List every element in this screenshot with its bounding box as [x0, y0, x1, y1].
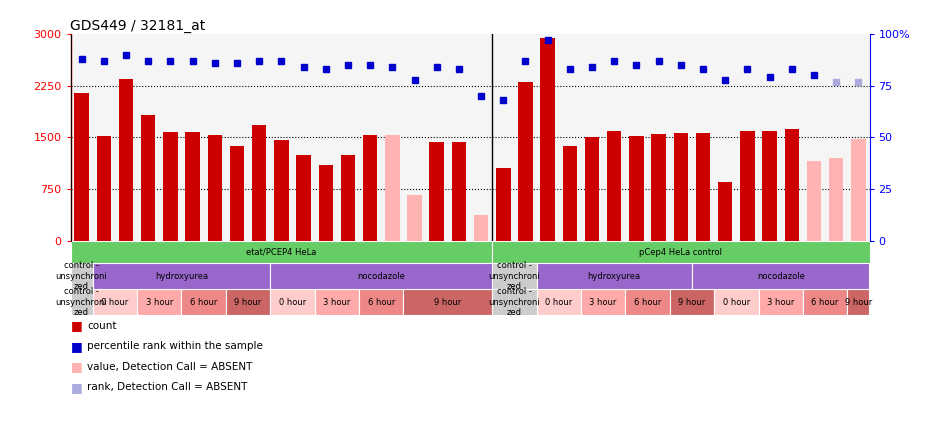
Text: 9 hour: 9 hour: [845, 298, 872, 307]
Text: 9 hour: 9 hour: [234, 298, 261, 307]
Bar: [340, 155, 355, 241]
Bar: [847, 289, 870, 315]
Text: 9 hour: 9 hour: [679, 298, 706, 307]
Bar: [474, 215, 488, 241]
Bar: [271, 289, 315, 315]
Bar: [252, 125, 266, 241]
Bar: [363, 135, 377, 241]
Bar: [581, 289, 625, 315]
Bar: [181, 289, 226, 315]
Bar: [493, 289, 537, 315]
Bar: [97, 136, 111, 241]
Bar: [226, 289, 271, 315]
Bar: [141, 115, 155, 241]
Bar: [452, 141, 466, 241]
Text: 6 hour: 6 hour: [634, 298, 661, 307]
Text: 0 hour: 0 hour: [102, 298, 129, 307]
Text: hydroxyurea: hydroxyurea: [155, 272, 208, 281]
Text: count: count: [87, 321, 117, 331]
Text: control -
unsynchroni
zed: control - unsynchroni zed: [55, 288, 107, 317]
Bar: [540, 37, 555, 241]
Text: control -
unsynchroni
zed: control - unsynchroni zed: [489, 288, 540, 317]
Bar: [74, 92, 88, 241]
Text: ■: ■: [70, 320, 83, 332]
Text: control -
unsynchroni
zed: control - unsynchroni zed: [55, 262, 107, 291]
Bar: [70, 289, 93, 315]
Bar: [537, 263, 692, 289]
Bar: [669, 289, 714, 315]
Bar: [70, 263, 93, 289]
Bar: [674, 133, 688, 241]
Bar: [70, 241, 493, 263]
Bar: [807, 161, 822, 241]
Bar: [759, 289, 803, 315]
Text: nocodazole: nocodazole: [357, 272, 405, 281]
Text: value, Detection Call = ABSENT: value, Detection Call = ABSENT: [87, 362, 253, 372]
Text: hydroxyurea: hydroxyurea: [588, 272, 641, 281]
Bar: [274, 140, 289, 241]
Bar: [762, 130, 776, 241]
Text: 9 hour: 9 hour: [434, 298, 462, 307]
Text: etat/PCEP4 HeLa: etat/PCEP4 HeLa: [246, 248, 317, 256]
Text: 6 hour: 6 hour: [368, 298, 395, 307]
Bar: [185, 132, 200, 241]
Bar: [785, 129, 799, 241]
Bar: [607, 130, 621, 241]
Bar: [803, 289, 847, 315]
Bar: [93, 289, 137, 315]
Text: ■: ■: [70, 381, 83, 394]
Bar: [496, 168, 510, 241]
Bar: [407, 196, 422, 241]
Text: rank, Detection Call = ABSENT: rank, Detection Call = ABSENT: [87, 382, 248, 392]
Text: 0 hour: 0 hour: [545, 298, 572, 307]
Bar: [118, 79, 133, 241]
Bar: [696, 132, 711, 241]
Bar: [651, 134, 666, 241]
Bar: [403, 289, 493, 315]
Text: 0 hour: 0 hour: [279, 298, 306, 307]
Bar: [585, 138, 600, 241]
Bar: [692, 263, 870, 289]
Bar: [319, 165, 333, 241]
Text: 3 hour: 3 hour: [589, 298, 617, 307]
Bar: [315, 289, 359, 315]
Bar: [625, 289, 669, 315]
Text: ■: ■: [70, 360, 83, 373]
Text: 3 hour: 3 hour: [767, 298, 794, 307]
Bar: [229, 146, 244, 241]
Text: 6 hour: 6 hour: [190, 298, 217, 307]
Bar: [537, 289, 581, 315]
Text: percentile rank within the sample: percentile rank within the sample: [87, 341, 263, 351]
Bar: [493, 263, 537, 289]
Bar: [714, 289, 759, 315]
Text: 3 hour: 3 hour: [323, 298, 351, 307]
Bar: [296, 155, 311, 241]
Bar: [718, 182, 732, 241]
Bar: [829, 158, 843, 241]
Bar: [137, 289, 181, 315]
Bar: [563, 146, 577, 241]
Bar: [740, 130, 755, 241]
Bar: [518, 82, 533, 241]
Text: control -
unsynchroni
zed: control - unsynchroni zed: [489, 262, 540, 291]
Text: pCep4 HeLa control: pCep4 HeLa control: [639, 248, 722, 256]
Bar: [208, 135, 222, 241]
Bar: [430, 141, 444, 241]
Bar: [164, 132, 178, 241]
Text: ■: ■: [70, 340, 83, 353]
Bar: [93, 263, 271, 289]
Bar: [629, 136, 644, 241]
Bar: [271, 263, 493, 289]
Bar: [852, 139, 866, 241]
Text: 6 hour: 6 hour: [811, 298, 838, 307]
Text: GDS449 / 32181_at: GDS449 / 32181_at: [70, 19, 206, 33]
Bar: [359, 289, 403, 315]
Text: 3 hour: 3 hour: [146, 298, 173, 307]
Text: 0 hour: 0 hour: [723, 298, 750, 307]
Text: nocodazole: nocodazole: [757, 272, 805, 281]
Bar: [385, 135, 400, 241]
Bar: [493, 241, 870, 263]
